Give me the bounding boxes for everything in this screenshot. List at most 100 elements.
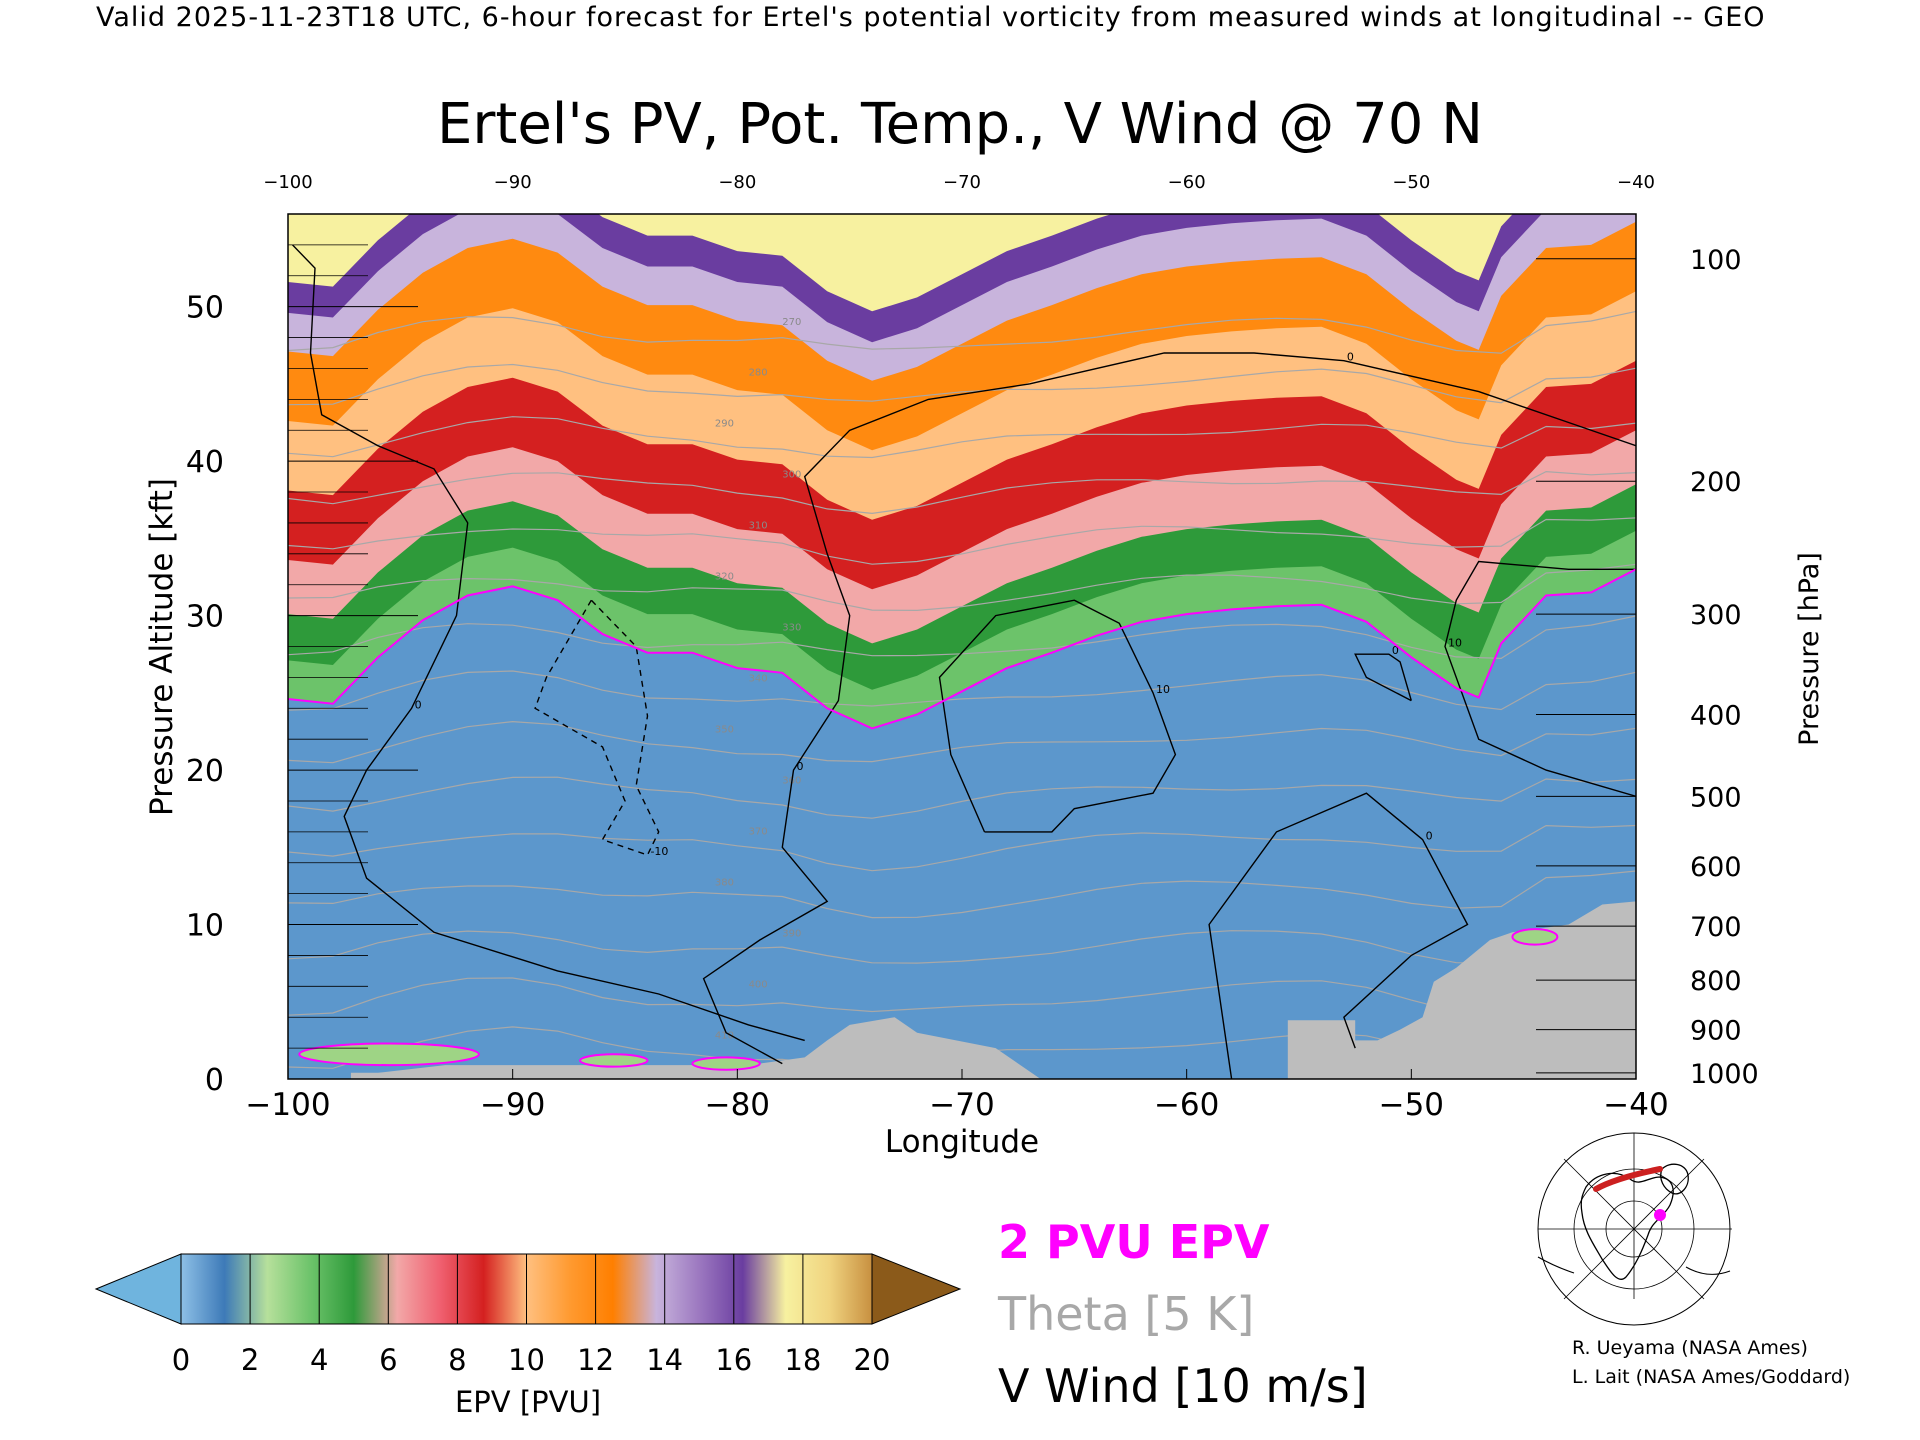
theta-label-380: 380 bbox=[715, 877, 734, 888]
pvu-blob-3 bbox=[1511, 928, 1559, 946]
colorbar-label: EPV [PVU] bbox=[455, 1385, 601, 1419]
wind-contour-v10-center bbox=[938, 599, 1177, 833]
theta-label-400: 400 bbox=[749, 979, 768, 990]
theta-label-350: 350 bbox=[715, 725, 734, 736]
terrain-west bbox=[350, 1017, 1041, 1079]
x-tick-label-3: −70 bbox=[929, 1087, 994, 1123]
wind-contour-v0-mid bbox=[702, 383, 1030, 1065]
y-tick-label-30: 30 bbox=[186, 600, 224, 635]
wind-label-v0-top: 0 bbox=[1347, 351, 1354, 364]
right-tick-label-1000: 1000 bbox=[1690, 1059, 1759, 1090]
theta-contour-380 bbox=[288, 870, 1636, 919]
x-tick-label-1: −90 bbox=[480, 1087, 545, 1123]
x-tick-label-2: −80 bbox=[705, 1087, 770, 1123]
y-tick-label-10: 10 bbox=[186, 909, 224, 944]
colorbar: 0 2 4 6 8 10 12 14 16 18 20 bbox=[94, 1253, 962, 1377]
theta-label-330: 330 bbox=[782, 623, 801, 634]
colorbar-over-arrow bbox=[871, 1253, 962, 1325]
theta-label-370: 370 bbox=[749, 826, 768, 837]
right-tick-label-700: 700 bbox=[1690, 912, 1742, 943]
theta-label-290: 290 bbox=[715, 419, 734, 430]
colorbar-tick-14: 14 bbox=[646, 1343, 683, 1377]
colorbar-tick-12: 12 bbox=[577, 1343, 614, 1377]
theta-contour-390 bbox=[288, 920, 1636, 964]
colorbar-tick-8: 8 bbox=[448, 1343, 466, 1377]
colorbar-tick-6: 6 bbox=[379, 1343, 397, 1377]
theta-contour-340 bbox=[288, 670, 1636, 711]
right-tick-label-800: 800 bbox=[1690, 966, 1742, 997]
y-axis-label-left: Pressure Altitude [kft] bbox=[144, 478, 180, 816]
top-tick-label-5: −50 bbox=[1392, 172, 1430, 193]
pvu-blob-1 bbox=[579, 1053, 649, 1068]
wind-contour-v0-top bbox=[1029, 352, 1636, 447]
wind-contour-v0-east-small bbox=[1354, 653, 1412, 702]
theta-contour-300 bbox=[288, 470, 1636, 515]
plot-area: 4104003903803703603503403303203103002902… bbox=[288, 214, 1636, 1079]
right-axis-ticks: 100 200 300 400 500 600 700 800 900 1000 bbox=[1536, 245, 1759, 1090]
legend-pvu: 2 PVU EPV bbox=[998, 1215, 1270, 1269]
top-tick-label-1: −90 bbox=[494, 172, 532, 193]
pvu-2-line bbox=[288, 568, 1636, 730]
credit-2: L. Lait (NASA Ames/Goddard) bbox=[1572, 1366, 1850, 1388]
theta-contour-280 bbox=[288, 363, 1636, 406]
right-tick-label-500: 500 bbox=[1690, 782, 1742, 813]
wind-contour-v10-east bbox=[1444, 560, 1636, 797]
colorbar-tick-10: 10 bbox=[508, 1343, 545, 1377]
pvu-2-contour bbox=[288, 568, 1636, 1071]
legend-wind: V Wind [10 m/s] bbox=[998, 1359, 1368, 1413]
colorbar-tick-0: 0 bbox=[172, 1343, 190, 1377]
wind-label-v10-east: 10 bbox=[1448, 637, 1462, 650]
y-tick-label-0: 0 bbox=[205, 1063, 224, 1098]
x-tick-label-4: −60 bbox=[1154, 1087, 1219, 1123]
header-text: Valid 2025-11-23T18 UTC, 6-hour forecast… bbox=[96, 2, 1766, 33]
theta-contour-350 bbox=[288, 720, 1636, 764]
terrain bbox=[350, 901, 1636, 1079]
theta-label-300: 300 bbox=[782, 470, 801, 481]
wind-label-v0-mid: 0 bbox=[797, 760, 804, 773]
right-tick-label-400: 400 bbox=[1690, 700, 1742, 731]
top-tick-label-4: −60 bbox=[1168, 172, 1206, 193]
top-tick-label-3: −70 bbox=[943, 172, 981, 193]
theta-label-310: 310 bbox=[749, 521, 768, 532]
credit-1: R. Ueyama (NASA Ames) bbox=[1572, 1337, 1808, 1359]
locator-map bbox=[1536, 1132, 1732, 1326]
theta-label-340: 340 bbox=[749, 674, 768, 685]
x-tick-label-0: −100 bbox=[245, 1087, 330, 1123]
colorbar-tick-18: 18 bbox=[784, 1343, 821, 1377]
theta-contour-290 bbox=[288, 416, 1636, 459]
wind-label-v10-neg-dashed: -10 bbox=[650, 845, 668, 858]
y-tick-label-20: 20 bbox=[186, 754, 224, 789]
bottom-axis-ticks: −100 −90 −80 −70 −60 −50 −40 bbox=[245, 1069, 1669, 1123]
colorbar-tick-4: 4 bbox=[310, 1343, 328, 1377]
epv-layers bbox=[288, 214, 1636, 729]
x-tick-label-6: −40 bbox=[1603, 1087, 1668, 1123]
theta-label-270: 270 bbox=[782, 317, 801, 328]
theta-contour-310 bbox=[288, 517, 1636, 565]
wind-contour-v10-neg-dashed bbox=[534, 599, 660, 856]
wind-contour-v0-west bbox=[291, 244, 805, 1042]
right-tick-label-200: 200 bbox=[1690, 467, 1742, 498]
wind-label-v0-west: 0 bbox=[415, 698, 422, 711]
top-tick-label-0: −100 bbox=[263, 172, 312, 193]
theta-label-280: 280 bbox=[749, 368, 768, 379]
left-axis-ticks: 0 10 20 30 40 50 bbox=[186, 244, 418, 1098]
y-tick-label-40: 40 bbox=[186, 445, 224, 480]
right-tick-label-300: 300 bbox=[1690, 600, 1742, 631]
y-axis-label-right: Pressure [hPa] bbox=[1794, 552, 1825, 746]
theta-contour-330 bbox=[288, 615, 1636, 660]
epv-layer-18 bbox=[288, 214, 1513, 312]
wind-label-v0-lower: 0 bbox=[1426, 830, 1433, 843]
colorbar-tick-2: 2 bbox=[241, 1343, 259, 1377]
theta-contour-270 bbox=[288, 310, 1636, 354]
x-tick-label-5: −50 bbox=[1379, 1087, 1444, 1123]
terrain-east bbox=[1287, 901, 1636, 1079]
right-tick-label-900: 900 bbox=[1690, 1016, 1742, 1047]
right-tick-label-100: 100 bbox=[1690, 245, 1742, 276]
theta-label-320: 320 bbox=[715, 572, 734, 583]
top-tick-label-2: −80 bbox=[718, 172, 756, 193]
wind-label-v0-east-small: 0 bbox=[1392, 644, 1399, 657]
theta-label-390: 390 bbox=[782, 928, 801, 939]
theta-contour-370 bbox=[288, 824, 1636, 872]
x-axis-label: Longitude bbox=[885, 1124, 1039, 1160]
